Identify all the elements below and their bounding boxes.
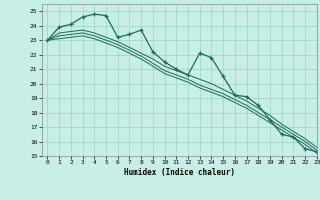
X-axis label: Humidex (Indice chaleur): Humidex (Indice chaleur) — [124, 168, 235, 177]
